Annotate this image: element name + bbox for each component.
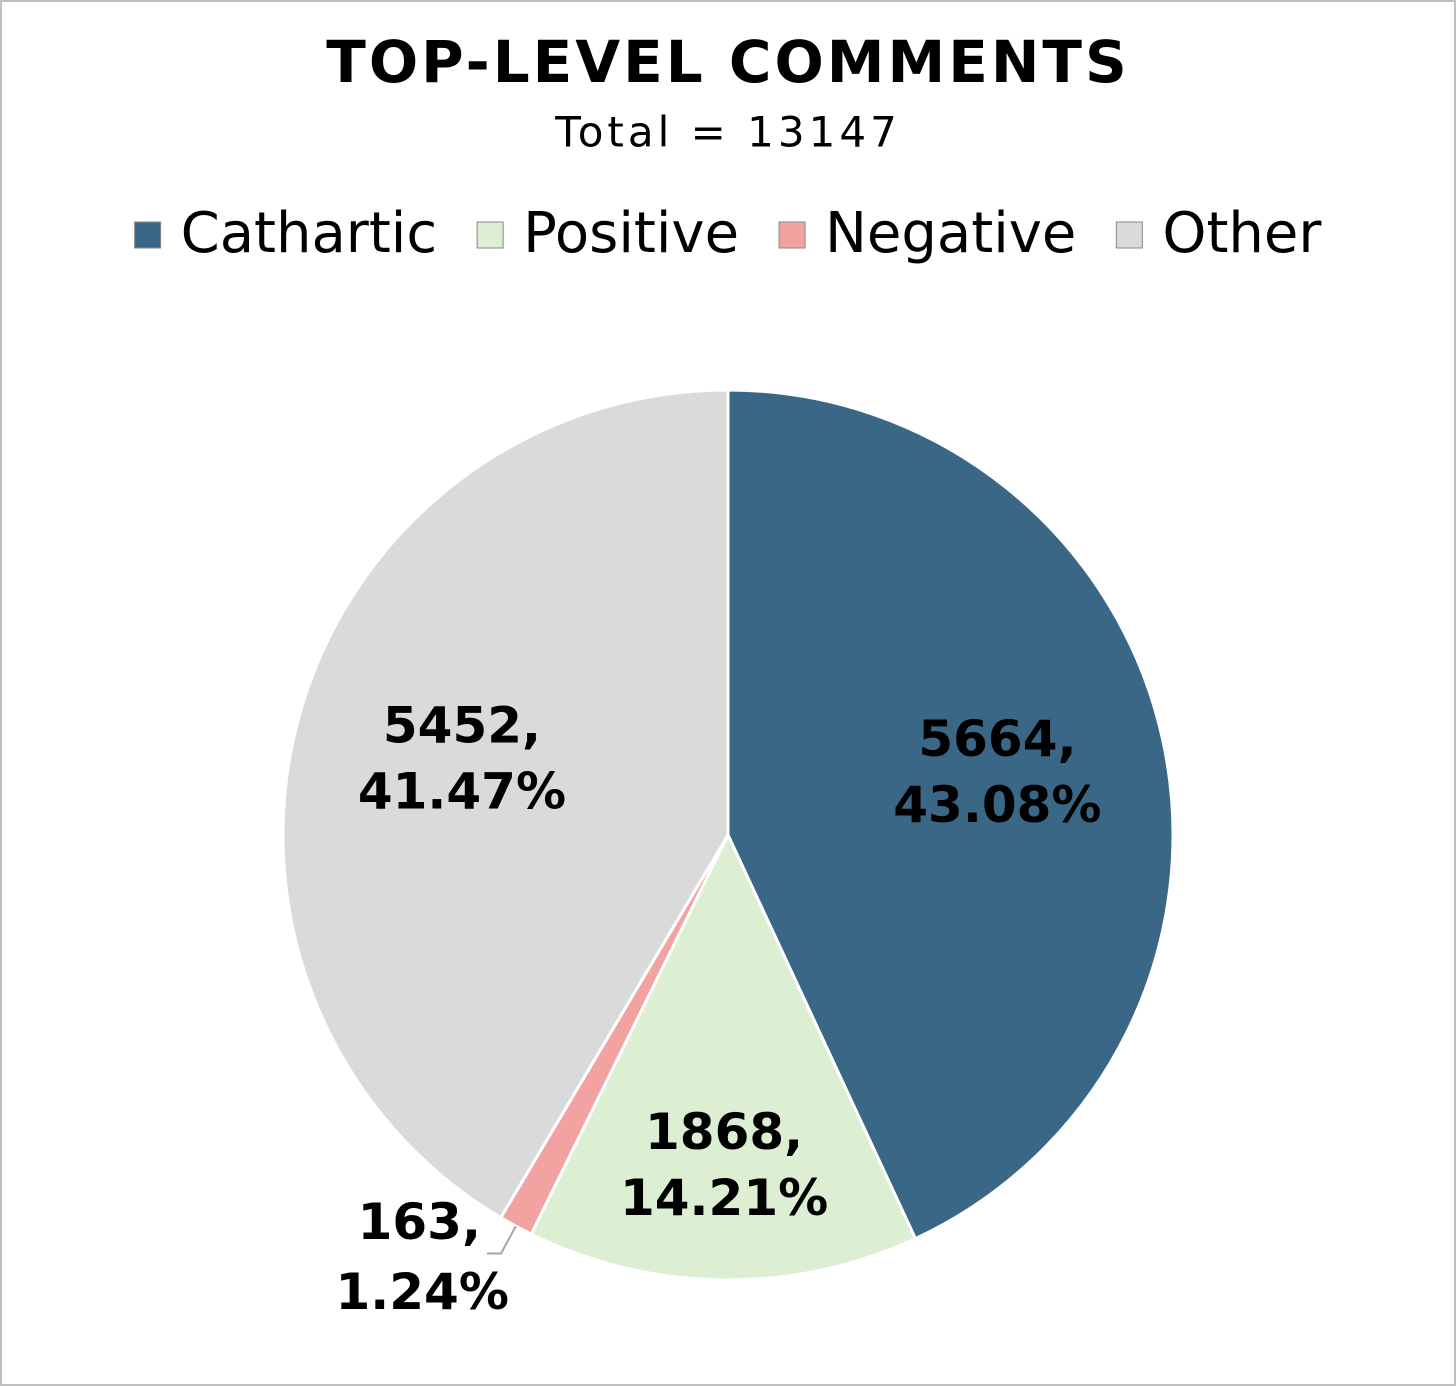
data-label: 5664,	[918, 710, 1076, 768]
data-label: 1.24%	[335, 1263, 508, 1321]
legend: Cathartic Positive Negative Other	[134, 201, 1322, 266]
leader-line	[486, 1225, 517, 1255]
legend-swatch	[778, 221, 806, 249]
legend-swatch	[1115, 221, 1143, 249]
legend-label: Positive	[523, 201, 739, 266]
data-label: 163,	[358, 1193, 481, 1251]
pie-slice	[726, 388, 1175, 1241]
data-label: 5452,	[383, 696, 541, 754]
legend-label: Other	[1162, 201, 1322, 266]
legend-label: Cathartic	[181, 201, 438, 266]
legend-swatch	[134, 221, 162, 249]
chart-subtitle: Total = 13147	[554, 108, 901, 157]
chart-title: TOP-LEVEL COMMENTS	[326, 28, 1129, 96]
pie-slice	[281, 388, 730, 1220]
data-label: 14.21%	[620, 1169, 828, 1227]
data-label: 1868,	[645, 1103, 803, 1161]
pie-slice	[529, 831, 918, 1282]
data-label: 43.08%	[893, 776, 1101, 834]
data-label: 41.47%	[358, 762, 566, 820]
legend-swatch	[476, 221, 504, 249]
legend-label: Negative	[825, 201, 1076, 266]
